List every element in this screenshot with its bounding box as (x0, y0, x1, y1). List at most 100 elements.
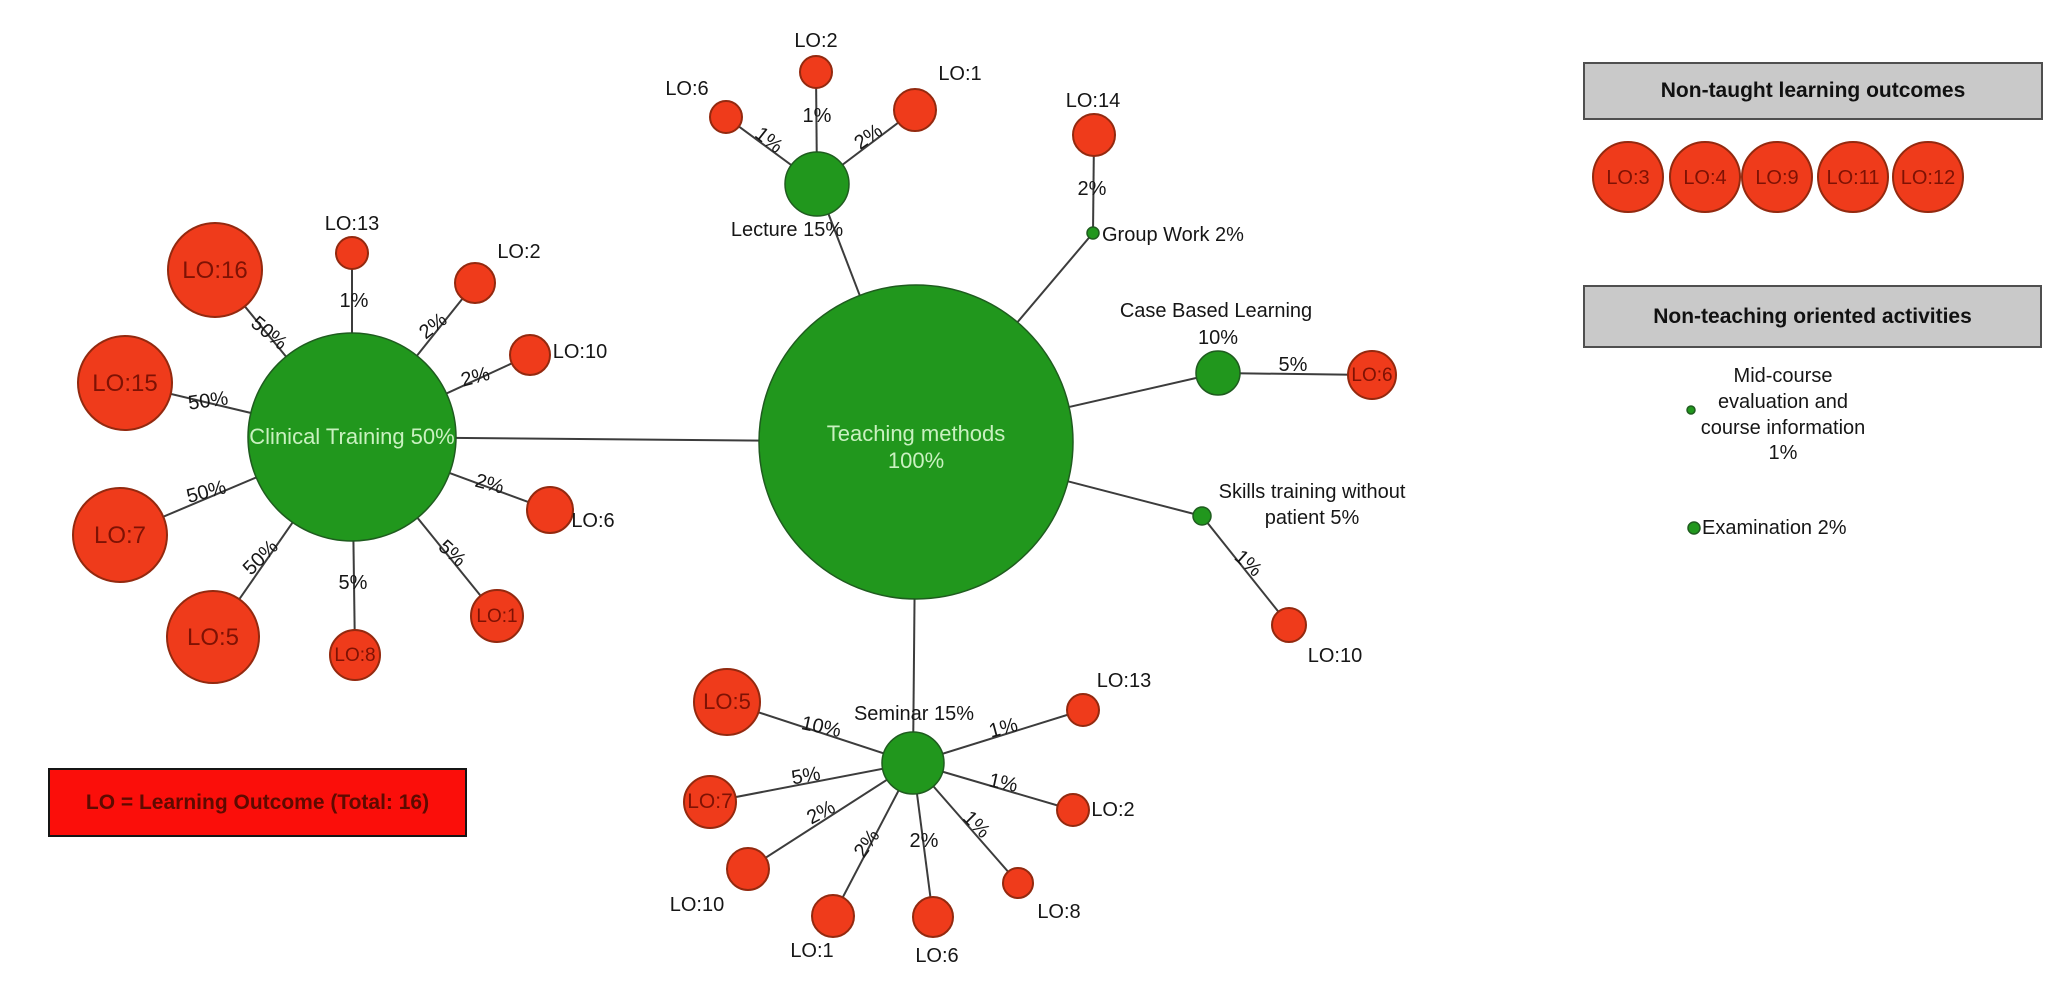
edge-seminar-lo5-label: 10% (799, 712, 843, 742)
edge-seminar-lo10-label: 2% (803, 796, 839, 829)
label-cbl-line2: 10% (1198, 327, 1238, 349)
label-clinical-lo5: LO:5 (187, 624, 239, 651)
label-legend-lo11: LO:11 (1827, 167, 1880, 189)
node-teaching-methods (758, 284, 1074, 600)
node-clinical-lo7 (72, 487, 168, 583)
edge-cbl-lo6 (1217, 372, 1373, 376)
node-legend-lo12 (1892, 141, 1964, 213)
legend-non-taught-header-box: Non-taught learning outcomes (1583, 62, 2043, 120)
label-clinical-training: Clinical Training 50% (249, 424, 454, 449)
edge-clinical-lo7-label: 50% (184, 476, 229, 508)
label-seminar: Seminar 15% (854, 703, 974, 725)
label-clinical-lo10: LO:10 (553, 341, 607, 363)
edge-lecture-lo6-label: 1% (751, 123, 787, 158)
node-seminar-lo1 (811, 894, 855, 938)
node-case-based-learning (1195, 350, 1241, 396)
label-teaching-methods-line2: 100% (888, 448, 944, 473)
label-teaching-methods-line1: Teaching methods (827, 421, 1006, 446)
edge-cbl-lo6-label: 5% (1279, 354, 1308, 376)
node-seminar (881, 731, 945, 795)
edge-clinical-lo1-label: 5% (434, 536, 470, 572)
edge-seminar-lo10 (747, 762, 914, 870)
label-clinical-lo2: LO:2 (497, 241, 540, 263)
label-lecture: Lecture 15% (731, 219, 844, 241)
node-seminar-lo5 (693, 668, 761, 736)
node-clinical-lo2 (454, 262, 496, 304)
edge-clinical-lo2-label: 2% (415, 309, 451, 344)
key-box: LO = Learning Outcome (Total: 16) (48, 768, 467, 837)
label-legend-lo12: LO:12 (1901, 167, 1955, 189)
label-seminar-lo7: LO:7 (687, 790, 733, 813)
label-skills-line1: Skills training without (1219, 481, 1406, 503)
label-cbl-line1: Case Based Learning (1120, 300, 1312, 322)
node-midcourse-dot (1686, 405, 1696, 415)
label-examination: Examination 2% (1702, 517, 1847, 539)
node-seminar-lo6 (912, 896, 954, 938)
node-clinical-lo15 (77, 335, 173, 431)
label-seminar-lo13: LO:13 (1097, 670, 1151, 692)
node-skills-lo10 (1271, 607, 1307, 643)
label-midcourse-line2: evaluation and (1718, 391, 1848, 413)
label-seminar-lo2: LO:2 (1091, 799, 1134, 821)
node-legend-lo4 (1669, 141, 1741, 213)
node-clinical-lo8 (329, 629, 381, 681)
node-legend-lo9 (1741, 141, 1813, 213)
node-lecture-lo2 (799, 55, 833, 89)
node-clinical-lo6 (526, 486, 574, 534)
label-groupwork-lo14: LO:14 (1066, 90, 1120, 112)
label-clinical-lo13: LO:13 (325, 213, 379, 235)
label-clinical-lo15: LO:15 (92, 370, 157, 397)
label-group-work: Group Work 2% (1102, 224, 1244, 246)
node-groupwork-lo14 (1072, 113, 1116, 157)
node-seminar-lo7 (683, 775, 737, 829)
edge-seminar-lo7 (709, 762, 914, 803)
node-lecture-lo6 (709, 100, 743, 134)
label-seminar-lo6: LO:6 (915, 945, 958, 967)
label-skills-lo10: LO:10 (1308, 645, 1362, 667)
node-clinical-lo10 (509, 334, 551, 376)
edge-skills-lo10 (1201, 515, 1290, 626)
label-clinical-lo6: LO:6 (571, 510, 614, 532)
key-label: LO = Learning Outcome (Total: 16) (85, 790, 430, 814)
label-clinical-lo16: LO:16 (182, 257, 247, 284)
edge-seminar-lo7-label: 5% (790, 763, 823, 790)
edge-seminar-lo8-label: 1% (958, 807, 994, 843)
node-legend-lo11 (1817, 141, 1889, 213)
label-seminar-lo10: LO:10 (670, 894, 724, 916)
node-lecture (784, 151, 850, 217)
node-seminar-lo10 (726, 847, 770, 891)
label-clinical-lo8: LO:8 (334, 645, 375, 666)
label-lecture-lo6: LO:6 (665, 78, 708, 100)
edge-seminar-lo2-label: 1% (987, 769, 1020, 797)
node-clinical-lo13 (335, 236, 369, 270)
label-lecture-lo2: LO:2 (794, 30, 837, 52)
label-cbl-lo6: LO:6 (1351, 365, 1392, 386)
node-seminar-lo8 (1002, 867, 1034, 899)
label-midcourse-line3: course information (1701, 417, 1866, 439)
edge-seminar-lo13-label: 1% (987, 714, 1021, 743)
edge-seminar-lo6-label: 2% (910, 830, 939, 852)
label-legend-lo4: LO:4 (1683, 167, 1726, 189)
label-seminar-lo5: LO:5 (703, 689, 751, 714)
legend-non-teaching-header-label: Non-teaching oriented activities (1653, 304, 1972, 328)
node-clinical-lo1 (470, 589, 524, 643)
label-midcourse-line1: Mid-course (1734, 365, 1833, 387)
node-cbl-lo6 (1347, 350, 1397, 400)
label-skills-line2: patient 5% (1265, 507, 1360, 529)
edge-lecture-lo1-label: 2% (850, 120, 886, 155)
node-lecture-lo1 (893, 88, 937, 132)
label-seminar-lo1: LO:1 (790, 940, 833, 962)
node-seminar-lo2 (1056, 793, 1090, 827)
node-seminar-lo13 (1066, 693, 1100, 727)
label-clinical-lo7: LO:7 (94, 522, 146, 549)
edge-clinical-lo6-label: 2% (473, 470, 507, 499)
label-seminar-lo8: LO:8 (1037, 901, 1080, 923)
label-clinical-lo1: LO:1 (476, 606, 517, 627)
legend-non-taught-header-label: Non-taught learning outcomes (1660, 79, 1966, 102)
edge-clinical-lo10-label: 2% (459, 363, 493, 392)
label-legend-lo3: LO:3 (1606, 167, 1649, 189)
label-midcourse-line4: 1% (1769, 442, 1798, 464)
edge-clinical-lo5-label: 50% (239, 536, 283, 580)
